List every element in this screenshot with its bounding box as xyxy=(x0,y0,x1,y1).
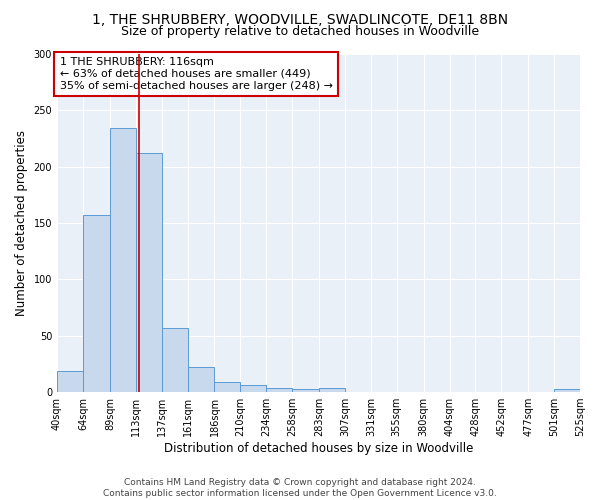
Bar xyxy=(292,388,319,392)
Text: Contains HM Land Registry data © Crown copyright and database right 2024.
Contai: Contains HM Land Registry data © Crown c… xyxy=(103,478,497,498)
Bar xyxy=(266,388,292,392)
Bar xyxy=(57,370,83,392)
Bar xyxy=(241,386,266,392)
Bar xyxy=(161,328,188,392)
Text: 1 THE SHRUBBERY: 116sqm
← 63% of detached houses are smaller (449)
35% of semi-d: 1 THE SHRUBBERY: 116sqm ← 63% of detache… xyxy=(59,58,332,90)
Bar xyxy=(110,128,136,392)
Bar xyxy=(83,215,110,392)
Bar xyxy=(136,153,161,392)
Y-axis label: Number of detached properties: Number of detached properties xyxy=(15,130,28,316)
Bar xyxy=(319,388,345,392)
Text: 1, THE SHRUBBERY, WOODVILLE, SWADLINCOTE, DE11 8BN: 1, THE SHRUBBERY, WOODVILLE, SWADLINCOTE… xyxy=(92,12,508,26)
Text: Size of property relative to detached houses in Woodville: Size of property relative to detached ho… xyxy=(121,25,479,38)
Bar xyxy=(214,382,241,392)
Bar xyxy=(188,368,214,392)
Bar xyxy=(554,388,580,392)
X-axis label: Distribution of detached houses by size in Woodville: Distribution of detached houses by size … xyxy=(164,442,473,455)
